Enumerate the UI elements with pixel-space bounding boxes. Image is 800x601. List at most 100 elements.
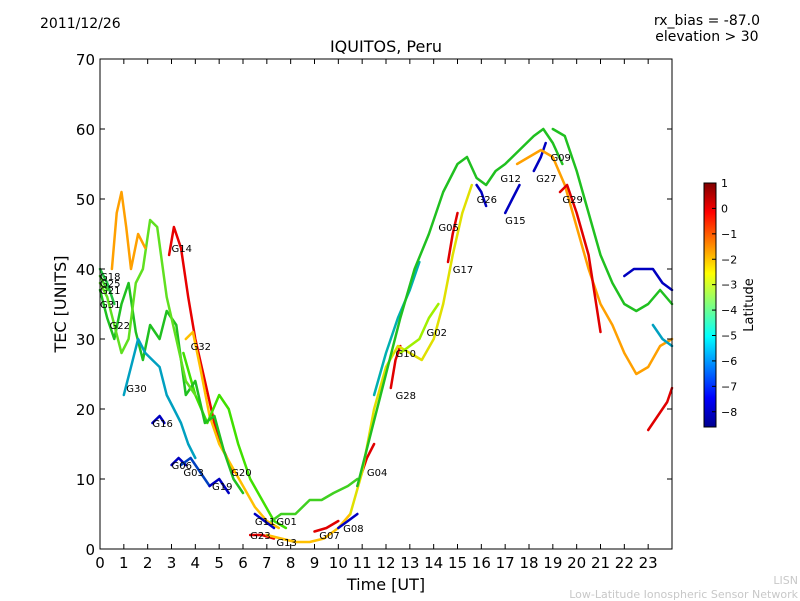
- series-line-g21: [110, 190, 147, 271]
- x-tick-label: 12: [376, 554, 395, 572]
- series-line-g25: [98, 274, 109, 292]
- y-tick-label: 60: [76, 121, 95, 139]
- series-line-g20: [182, 351, 288, 530]
- series-label-g23: G23: [250, 531, 270, 542]
- series-line-g28: [389, 344, 402, 390]
- series-line-g02: [399, 302, 440, 355]
- chart-title: IQUITOS, Peru: [329, 37, 443, 56]
- series-label-g12: G12: [500, 174, 520, 185]
- colorbar-tick-label: 0: [721, 202, 728, 215]
- series-label-g18: G18: [100, 272, 120, 283]
- colorbar-tick-label: −4: [721, 304, 737, 317]
- series-line-g23: [248, 533, 276, 540]
- x-tick-label: 20: [567, 554, 586, 572]
- colorbar-tick-label: −5: [721, 330, 737, 343]
- y-tick-label: 10: [76, 471, 95, 489]
- colorbar-tick-label: 1: [721, 177, 728, 190]
- series-line-g01: [270, 477, 359, 523]
- series-line-g27: [532, 141, 547, 173]
- colorbar: 1 0 −1 −2 −3 −4 −5 −6 −7 −8 Latitude: [703, 177, 757, 428]
- y-tick-label: 70: [76, 51, 95, 69]
- series-label-g11: G11: [255, 517, 275, 528]
- series-line-g18: [98, 267, 116, 306]
- series-label-g27: G27: [536, 174, 556, 185]
- series-line-g12: [356, 127, 564, 488]
- series-label-g15: G15: [505, 216, 525, 227]
- date-label: 2011/12/26: [40, 16, 121, 32]
- series-line-s3: [646, 386, 674, 432]
- series-label-g28: G28: [396, 391, 416, 402]
- series-line-g08: [337, 512, 359, 530]
- colorbar-tick-label: −8: [721, 406, 737, 419]
- series-label-g20: G20: [231, 468, 251, 479]
- bias-label: rx_bias = -87.0 elevation > 30: [654, 13, 760, 45]
- x-tick-label: 22: [615, 554, 634, 572]
- colorbar-tick-label: −2: [721, 253, 737, 266]
- series-line-g03: [179, 456, 211, 488]
- series-line-g31: [98, 218, 197, 397]
- x-tick-label: 1: [119, 554, 129, 572]
- colorbar-ticks: 1 0 −1 −2 −3 −4 −5 −6 −7 −8: [712, 177, 737, 419]
- series-label-g10: G10: [396, 349, 416, 360]
- series-label-g32: G32: [191, 342, 211, 353]
- series-label-g17: G17: [453, 265, 473, 276]
- y-tick-label: 30: [76, 331, 95, 349]
- axis-layer: 0 1 2 3 4 5 6 7 8 9 10 11 12 13 14 15 16 17 18 19 20 21 22 2301…: [76, 51, 672, 572]
- series-line-g17: [446, 211, 459, 264]
- x-tick-label: 10: [329, 554, 348, 572]
- series-line-g05: [372, 260, 421, 397]
- x-tick-label: 19: [543, 554, 562, 572]
- x-tick-label: 23: [639, 554, 658, 572]
- x-axis-label: Time [UT]: [346, 575, 425, 594]
- series-line-g11: [253, 512, 276, 530]
- series-label-g09: G09: [550, 153, 570, 164]
- series-line-g30: [122, 337, 197, 460]
- x-tick-label: 5: [214, 554, 224, 572]
- series-line-g07: [313, 519, 340, 533]
- series-label-g14: G14: [172, 244, 192, 255]
- footer-network: Low-Latitude Ionospheric Sensor Network: [569, 588, 798, 601]
- x-tick-label: 17: [496, 554, 515, 572]
- y-axis-label: TEC [UNITS]: [51, 256, 70, 354]
- series-line-g10: [349, 183, 474, 516]
- x-tick-label: 9: [310, 554, 320, 572]
- series-line-g15: [503, 183, 521, 215]
- series-label-g25: G25: [100, 279, 120, 290]
- y-tick-label: 50: [76, 191, 95, 209]
- series-label-g05: G05: [438, 223, 458, 234]
- x-tick-label: 3: [167, 554, 177, 572]
- series-line-g26: [475, 183, 488, 208]
- series-label-g08: G08: [343, 524, 363, 535]
- series-line-s1: [551, 127, 674, 313]
- series-label-g03: G03: [183, 468, 203, 479]
- colorbar-tick-label: −3: [721, 279, 737, 292]
- x-tick-label: 16: [472, 554, 491, 572]
- footer-lisn: LISN: [773, 574, 798, 587]
- y-tick-label: 40: [76, 261, 95, 279]
- colorbar-tick-label: −7: [721, 380, 737, 393]
- series-layer: [98, 127, 674, 544]
- series-label-g22: G22: [110, 321, 130, 332]
- series-line-s2: [623, 267, 674, 292]
- x-tick-label: 8: [286, 554, 296, 572]
- y-tick-label: 20: [76, 401, 95, 419]
- x-tick-label: 2: [143, 554, 153, 572]
- series-label-g26: G26: [477, 195, 497, 206]
- y-tick-label: 0: [85, 541, 95, 559]
- series-line-g16: [151, 414, 166, 425]
- x-tick-label: 6: [238, 554, 248, 572]
- series-line-g29: [558, 183, 602, 334]
- series-line-g22: [98, 281, 245, 495]
- x-tick-label: 18: [519, 554, 538, 572]
- series-label-g04: G04: [367, 468, 387, 479]
- elevation-text: elevation > 30: [655, 29, 759, 45]
- series-label-g21: G21: [100, 286, 120, 297]
- series-label-g02: G02: [427, 328, 447, 339]
- series-label-g13: G13: [276, 538, 296, 549]
- colorbar-tick-label: −6: [721, 355, 737, 368]
- series-line-s4: [651, 323, 674, 348]
- x-tick-label: 7: [262, 554, 272, 572]
- series-label-g30: G30: [126, 384, 146, 395]
